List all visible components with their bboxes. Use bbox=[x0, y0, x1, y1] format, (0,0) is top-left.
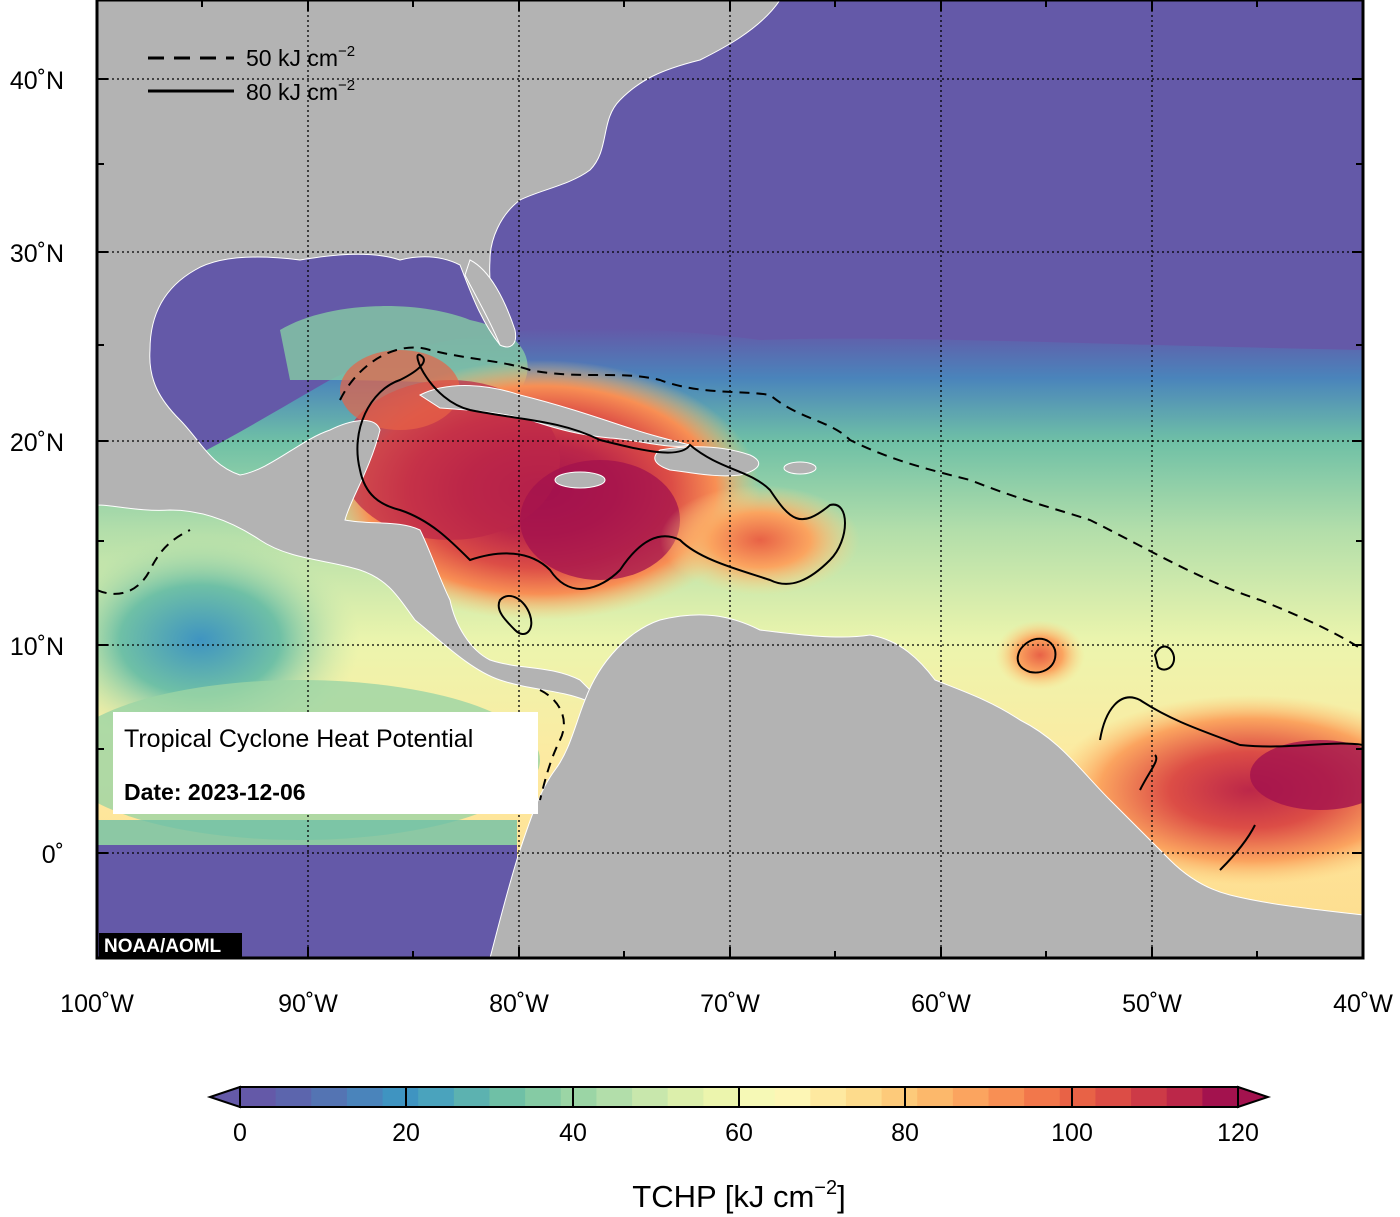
colorbar-tick-label: 120 bbox=[1217, 1119, 1259, 1147]
contour-50-pacific-south bbox=[539, 689, 565, 801]
colorbar-segment bbox=[346, 1087, 384, 1107]
colorbar-segment bbox=[881, 1087, 918, 1107]
jamaica bbox=[554, 471, 606, 489]
contour-80-loop-1 bbox=[497, 595, 533, 635]
florida bbox=[464, 259, 517, 348]
lat-label: 20˚N bbox=[10, 429, 64, 457]
credit-background bbox=[99, 933, 242, 957]
contour-50-pacific bbox=[97, 529, 191, 595]
colorbar-left-arrow bbox=[206, 1085, 241, 1109]
colorbar-tick-label: 80 bbox=[891, 1119, 919, 1147]
contour-legend: 50 kJ cm−2 80 kJ cm−2 bbox=[148, 43, 355, 105]
colorbar-segment bbox=[489, 1087, 526, 1107]
credit-badge: NOAA/AOML bbox=[99, 933, 242, 957]
colorbar-segment bbox=[952, 1087, 990, 1107]
lon-label: 90˚W bbox=[278, 990, 338, 1018]
lon-label: 60˚W bbox=[911, 990, 971, 1018]
map-panel bbox=[97, 0, 1363, 958]
puerto-rico bbox=[783, 461, 817, 475]
legend-50-label: 50 kJ cm−2 bbox=[246, 43, 355, 71]
caribbean-core-2 bbox=[520, 460, 680, 580]
latitude-labels: 40˚N 30˚N 20˚N 10˚N 0˚ bbox=[10, 67, 64, 869]
colorbar-segment bbox=[988, 1087, 1025, 1107]
south-america bbox=[489, 614, 1363, 958]
colorbar-ticks bbox=[239, 1087, 1239, 1107]
colorbar-segment bbox=[703, 1087, 740, 1107]
colorbar-title: TCHP [kJ cm−2] bbox=[632, 1177, 845, 1214]
lon-label: 80˚W bbox=[489, 990, 549, 1018]
colorbar-segment bbox=[739, 1087, 776, 1107]
lat-label: 40˚N bbox=[10, 67, 64, 95]
colorbar-segment bbox=[1095, 1087, 1132, 1107]
colorbar-segment bbox=[667, 1087, 704, 1107]
colorbar-segment bbox=[453, 1087, 491, 1107]
lat-label: 0˚ bbox=[42, 841, 64, 869]
land bbox=[97, 0, 1363, 958]
axis-ticks bbox=[97, 0, 1363, 958]
credit-text: NOAA/AOML bbox=[104, 936, 222, 957]
contour-80-loop-2 bbox=[1016, 637, 1057, 674]
info-box: Tropical Cyclone Heat Potential Date: 20… bbox=[113, 712, 538, 814]
colorbar-tick-label: 100 bbox=[1051, 1119, 1093, 1147]
colorbar-tick-label: 40 bbox=[559, 1119, 587, 1147]
eastern-caribbean-warm bbox=[660, 485, 860, 595]
colorbar-tick-label: 0 bbox=[233, 1119, 247, 1147]
colorbar-segment bbox=[845, 1087, 883, 1107]
lat-label: 10˚N bbox=[10, 633, 64, 661]
mid-atlantic-warm-spot bbox=[995, 620, 1085, 690]
colorbar-segment bbox=[525, 1087, 562, 1107]
lon-label: 70˚W bbox=[700, 990, 760, 1018]
contour-80-equatorial-2 bbox=[1139, 754, 1256, 871]
north-america bbox=[97, 0, 781, 701]
lon-label: 50˚W bbox=[1122, 990, 1182, 1018]
equatorial-core bbox=[1250, 740, 1363, 810]
legend-80-label: 80 kJ cm−2 bbox=[246, 77, 355, 105]
map-title: Tropical Cyclone Heat Potential bbox=[124, 725, 473, 753]
colorbar-tick-label: 20 bbox=[392, 1119, 420, 1147]
colorbar-segment bbox=[1059, 1087, 1097, 1107]
colorbar-tick-label: 60 bbox=[725, 1119, 753, 1147]
info-box-background bbox=[113, 712, 538, 814]
lon-label: 40˚W bbox=[1333, 990, 1393, 1018]
contour-50-caribbean bbox=[339, 346, 1363, 651]
colorbar-segment bbox=[275, 1087, 312, 1107]
colorbar-segment bbox=[810, 1087, 847, 1107]
map-date: Date: 2023-12-06 bbox=[124, 779, 306, 805]
colorbar: 0 20 40 60 80 100 120 TCHP [kJ cm−2] bbox=[206, 1085, 1272, 1214]
colorbar-segments bbox=[240, 1087, 1239, 1107]
contours bbox=[97, 346, 1363, 871]
gridlines bbox=[97, 0, 1363, 958]
colorbar-segment bbox=[311, 1087, 348, 1107]
colorbar-segment bbox=[240, 1087, 277, 1107]
colorbar-segment bbox=[632, 1087, 669, 1107]
lat-label: 30˚N bbox=[10, 240, 64, 268]
colorbar-segment bbox=[1166, 1087, 1203, 1107]
colorbar-segment bbox=[1202, 1087, 1239, 1107]
contour-80-loop-3 bbox=[1153, 645, 1176, 671]
colorbar-segment bbox=[917, 1087, 954, 1107]
contour-80-equatorial bbox=[1099, 696, 1363, 748]
colorbar-segment bbox=[1131, 1087, 1168, 1107]
colorbar-segment bbox=[596, 1087, 633, 1107]
colorbar-segment bbox=[382, 1087, 419, 1107]
yucatan-warm bbox=[340, 350, 460, 430]
colorbar-segment bbox=[1024, 1087, 1061, 1107]
colorbar-segment bbox=[418, 1087, 455, 1107]
colorbar-segment bbox=[560, 1087, 598, 1107]
contour-80-caribbean bbox=[356, 353, 846, 590]
colorbar-segment bbox=[774, 1087, 811, 1107]
lon-label: 100˚W bbox=[60, 990, 134, 1018]
longitude-labels: 100˚W 90˚W 80˚W 70˚W 60˚W 50˚W 40˚W bbox=[60, 990, 1393, 1018]
colorbar-right-arrow bbox=[1237, 1085, 1272, 1109]
